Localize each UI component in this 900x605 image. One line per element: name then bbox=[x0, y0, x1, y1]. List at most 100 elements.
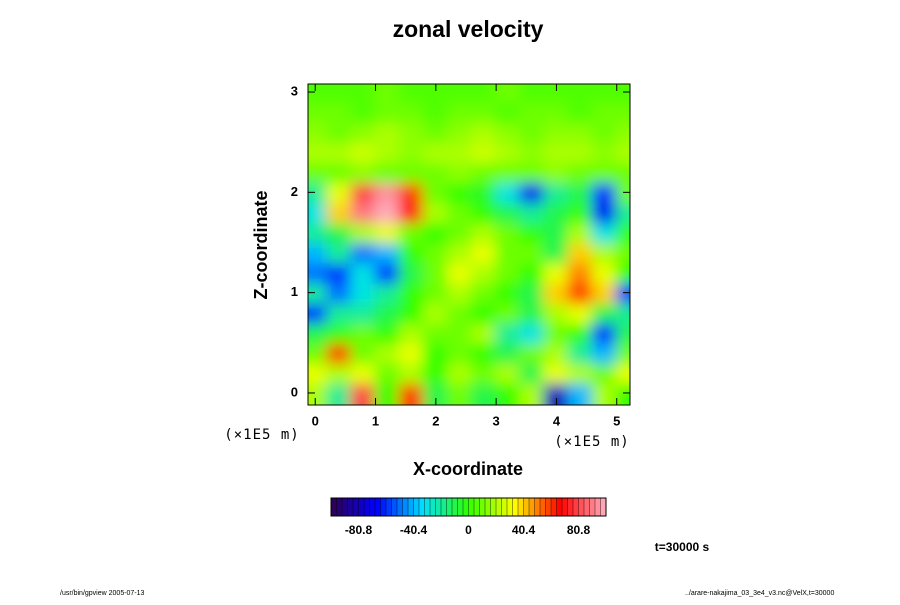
colorbar-step bbox=[501, 498, 508, 516]
x-tick-label: 3 bbox=[493, 413, 500, 428]
heat-cell bbox=[543, 281, 570, 304]
y-tick-label: 1 bbox=[291, 284, 298, 299]
colorbar-step bbox=[391, 498, 398, 516]
colorbar-step bbox=[402, 498, 409, 516]
heat-cell bbox=[543, 321, 570, 344]
heat-cell bbox=[519, 361, 546, 384]
heat-cell bbox=[326, 361, 353, 384]
heat-cell bbox=[398, 201, 425, 224]
colorbar-step bbox=[386, 498, 392, 516]
colorbar-step bbox=[463, 498, 469, 516]
heat-cell bbox=[326, 221, 353, 244]
heat-cell bbox=[567, 181, 594, 204]
heat-cell bbox=[446, 361, 474, 384]
heat-cell bbox=[326, 121, 353, 144]
colorbar-step bbox=[375, 498, 381, 516]
heat-cell bbox=[398, 101, 425, 124]
heat-cell bbox=[374, 381, 401, 405]
heat-cell bbox=[591, 281, 618, 304]
heat-cell bbox=[398, 341, 425, 364]
heat-cell bbox=[374, 301, 401, 324]
heat-cell bbox=[591, 141, 618, 164]
heat-cell bbox=[495, 321, 522, 344]
heat-cell bbox=[374, 84, 401, 104]
heat-cell bbox=[567, 141, 594, 164]
y-axis-label: Z-coordinate bbox=[251, 190, 271, 299]
colorbar-step bbox=[479, 498, 486, 516]
heat-cell bbox=[374, 121, 401, 144]
heat-cell bbox=[446, 341, 474, 364]
heat-cell bbox=[422, 301, 449, 324]
heat-cell bbox=[519, 141, 546, 164]
heat-cell bbox=[326, 84, 353, 104]
heat-cell bbox=[471, 261, 498, 284]
heat-cell bbox=[446, 381, 474, 405]
heat-cell bbox=[374, 261, 401, 284]
heat-cell bbox=[615, 301, 630, 324]
heat-cell bbox=[326, 141, 353, 164]
heat-cell bbox=[615, 241, 630, 264]
heat-cell bbox=[398, 181, 425, 204]
heat-cell bbox=[308, 241, 329, 264]
heat-cell bbox=[543, 261, 570, 284]
heat-cell bbox=[543, 221, 570, 244]
heat-cell bbox=[471, 241, 498, 264]
heat-cell bbox=[471, 381, 498, 405]
heat-cell bbox=[471, 281, 498, 304]
heat-cell bbox=[615, 381, 630, 405]
heat-cell bbox=[398, 321, 425, 344]
heat-cell bbox=[398, 281, 425, 304]
heatmap bbox=[308, 84, 630, 405]
heat-cell bbox=[422, 201, 449, 224]
heat-cell bbox=[326, 201, 353, 224]
heat-cell bbox=[350, 381, 377, 405]
heat-cell bbox=[591, 241, 618, 264]
colorbar-step bbox=[540, 498, 546, 516]
heat-cell bbox=[519, 241, 546, 264]
heat-cell bbox=[591, 381, 618, 405]
colorbar-step bbox=[342, 498, 348, 516]
heat-cell bbox=[398, 161, 425, 184]
heat-cell bbox=[495, 101, 522, 124]
heat-cell bbox=[567, 84, 594, 104]
plot-frame bbox=[307, 83, 631, 406]
heat-cell bbox=[615, 361, 630, 384]
heat-cell bbox=[446, 101, 474, 124]
heat-cell bbox=[326, 321, 353, 344]
colorbar-step bbox=[336, 498, 343, 516]
heat-cell bbox=[591, 121, 618, 144]
heat-cell bbox=[543, 301, 570, 324]
heat-cell bbox=[350, 181, 377, 204]
heat-cell bbox=[374, 241, 401, 264]
heat-cell bbox=[519, 84, 546, 104]
heat-cell bbox=[471, 181, 498, 204]
footer-left: /usr/bin/gpview 2005-07-13 bbox=[60, 590, 145, 597]
colorbar-step bbox=[485, 498, 491, 516]
heat-cell bbox=[374, 141, 401, 164]
heat-cell bbox=[591, 341, 618, 364]
heat-cell bbox=[495, 341, 522, 364]
heat-cell bbox=[567, 201, 594, 224]
colorbar-step bbox=[573, 498, 579, 516]
heat-cell bbox=[543, 381, 570, 405]
heat-cell bbox=[567, 241, 594, 264]
colorbar-step bbox=[529, 498, 535, 516]
heat-cell bbox=[374, 161, 401, 184]
heat-cell bbox=[591, 201, 618, 224]
heat-cell bbox=[308, 141, 329, 164]
heat-cell bbox=[308, 101, 329, 124]
colorbar-step bbox=[496, 498, 502, 516]
colorbar-step bbox=[584, 498, 590, 516]
heat-cell bbox=[350, 101, 377, 124]
heat-cell bbox=[495, 141, 522, 164]
heat-cell bbox=[543, 121, 570, 144]
colorbar-step bbox=[430, 498, 436, 516]
heat-cell bbox=[398, 121, 425, 144]
heat-cell bbox=[471, 141, 498, 164]
heat-cell bbox=[422, 321, 449, 344]
heat-cell bbox=[308, 121, 329, 144]
heat-cell bbox=[422, 261, 449, 284]
heat-cell bbox=[591, 181, 618, 204]
colorbar-step bbox=[595, 498, 601, 516]
heat-cell bbox=[350, 341, 377, 364]
